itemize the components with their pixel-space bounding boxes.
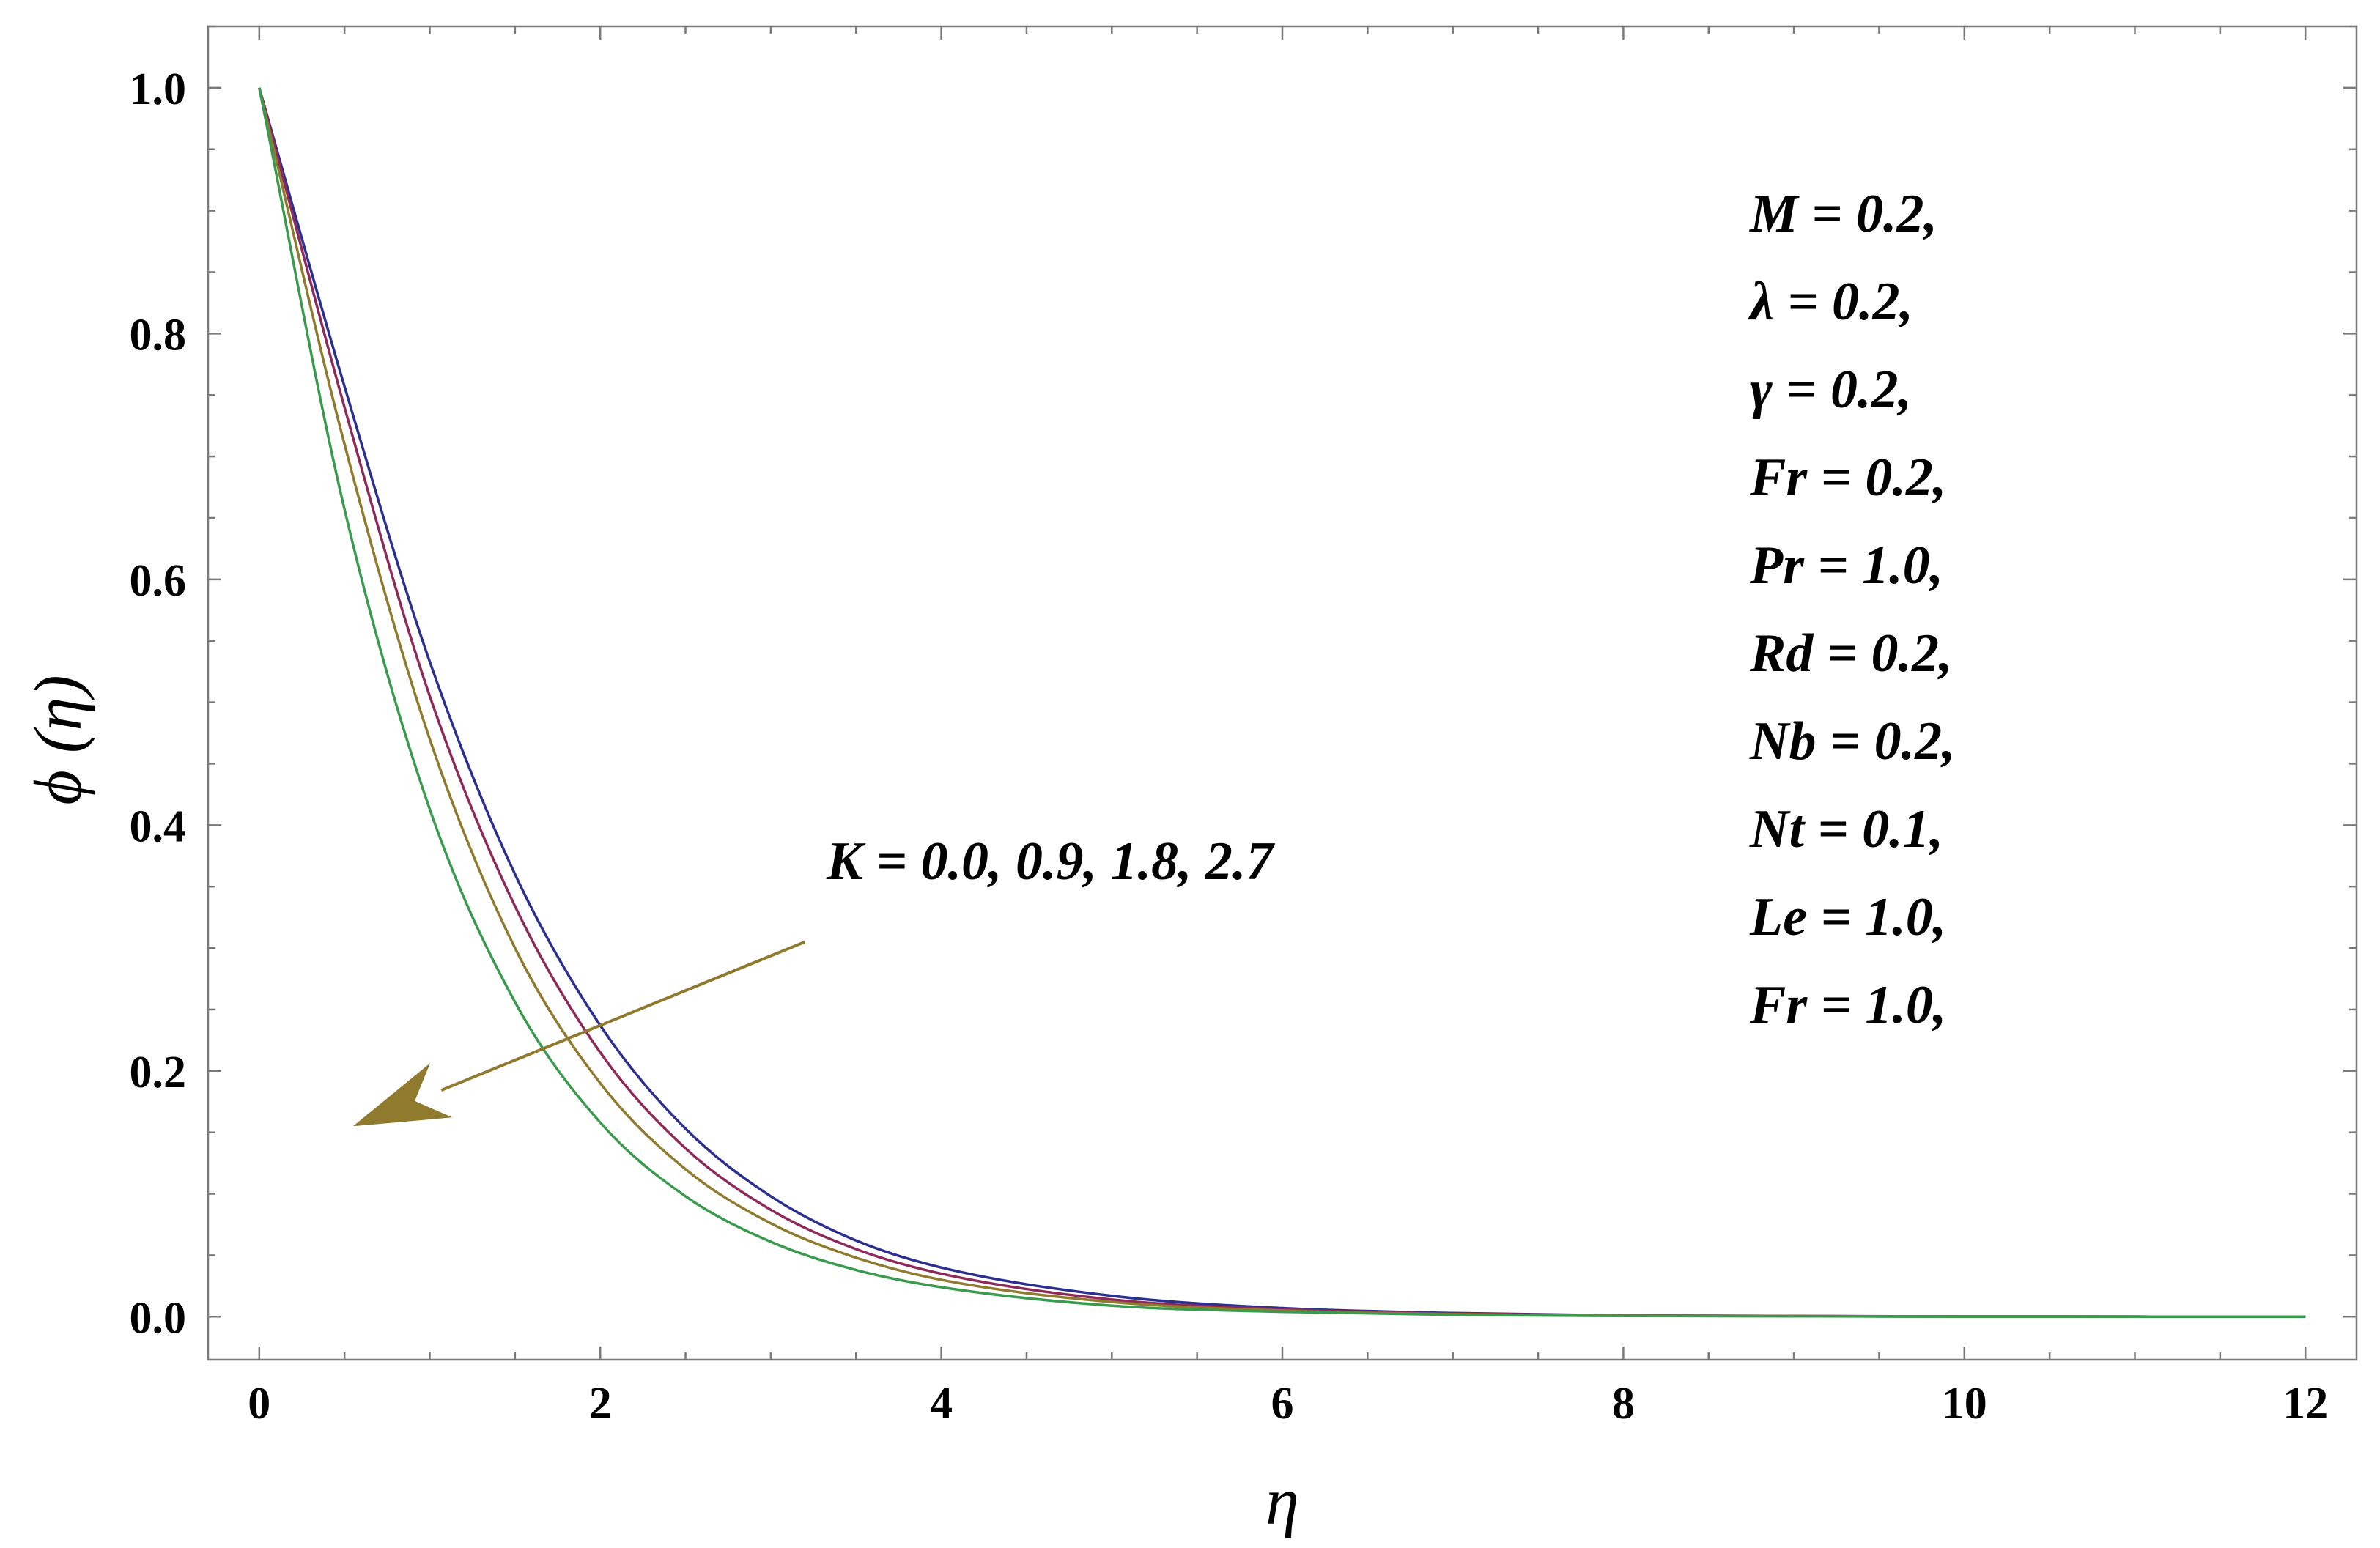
parameter-label: M = 0.2,	[1749, 184, 1937, 244]
parameter-list: M = 0.2, λ = 0.2, γ = 0.2, Fr = 0.2, Pr = 1.…	[1748, 184, 1956, 1035]
y-tick-label: 1.0	[130, 64, 187, 114]
parameter-label: Rd = 0.2,	[1749, 623, 1953, 684]
y-tick-label: 0.6	[130, 556, 187, 606]
ticks	[208, 25, 2357, 1360]
plot-frame	[207, 25, 2358, 1361]
series-group	[258, 87, 2306, 1319]
series-line-2	[258, 87, 2306, 1319]
y-tick-label: 0.8	[130, 310, 187, 360]
y-tick-label: 0.2	[130, 1048, 187, 1097]
parameter-label: Le = 1.0,	[1749, 887, 1946, 947]
x-axis-label: η	[1265, 1464, 1299, 1538]
parameter-label: Nb = 0.2,	[1749, 711, 1956, 771]
annotation-group: K = 0.0, 0.9, 1.8, 2.7	[352, 832, 1276, 1127]
annotation-arrow-head	[352, 1063, 453, 1127]
x-tick-label: 4	[930, 1379, 953, 1429]
tick-labels: 0 2 4 6 8 10 12 0.0 0.2 0.4 0.6 0.8 1.0	[130, 64, 2329, 1429]
parameter-label: Fr = 0.2,	[1749, 448, 1946, 508]
parameter-label: Pr = 1.0,	[1749, 536, 1943, 596]
y-axis-label: ϕ (η)	[21, 675, 95, 805]
annotation-arrow-shaft	[440, 940, 806, 1092]
x-tick-label: 6	[1271, 1379, 1294, 1429]
parameter-label: Nt = 0.1,	[1749, 799, 1943, 859]
annotation-label: K = 0.0, 0.9, 1.8, 2.7	[826, 832, 1276, 892]
parameter-label: γ = 0.2,	[1750, 360, 1912, 420]
x-tick-label: 2	[589, 1379, 612, 1429]
x-tick-label: 8	[1612, 1379, 1635, 1429]
series-line-3	[258, 87, 2306, 1319]
y-tick-label: 0.0	[130, 1293, 187, 1343]
series-line-4	[258, 87, 2306, 1319]
y-tick-label: 0.4	[130, 801, 187, 851]
series-line-1	[258, 87, 2306, 1319]
x-tick-label: 10	[1942, 1379, 1987, 1429]
parameter-label: λ = 0.2,	[1748, 272, 1913, 332]
x-tick-label: 0	[248, 1379, 270, 1429]
x-tick-label: 12	[2283, 1379, 2328, 1429]
parameter-label: Fr = 1.0,	[1749, 975, 1946, 1035]
